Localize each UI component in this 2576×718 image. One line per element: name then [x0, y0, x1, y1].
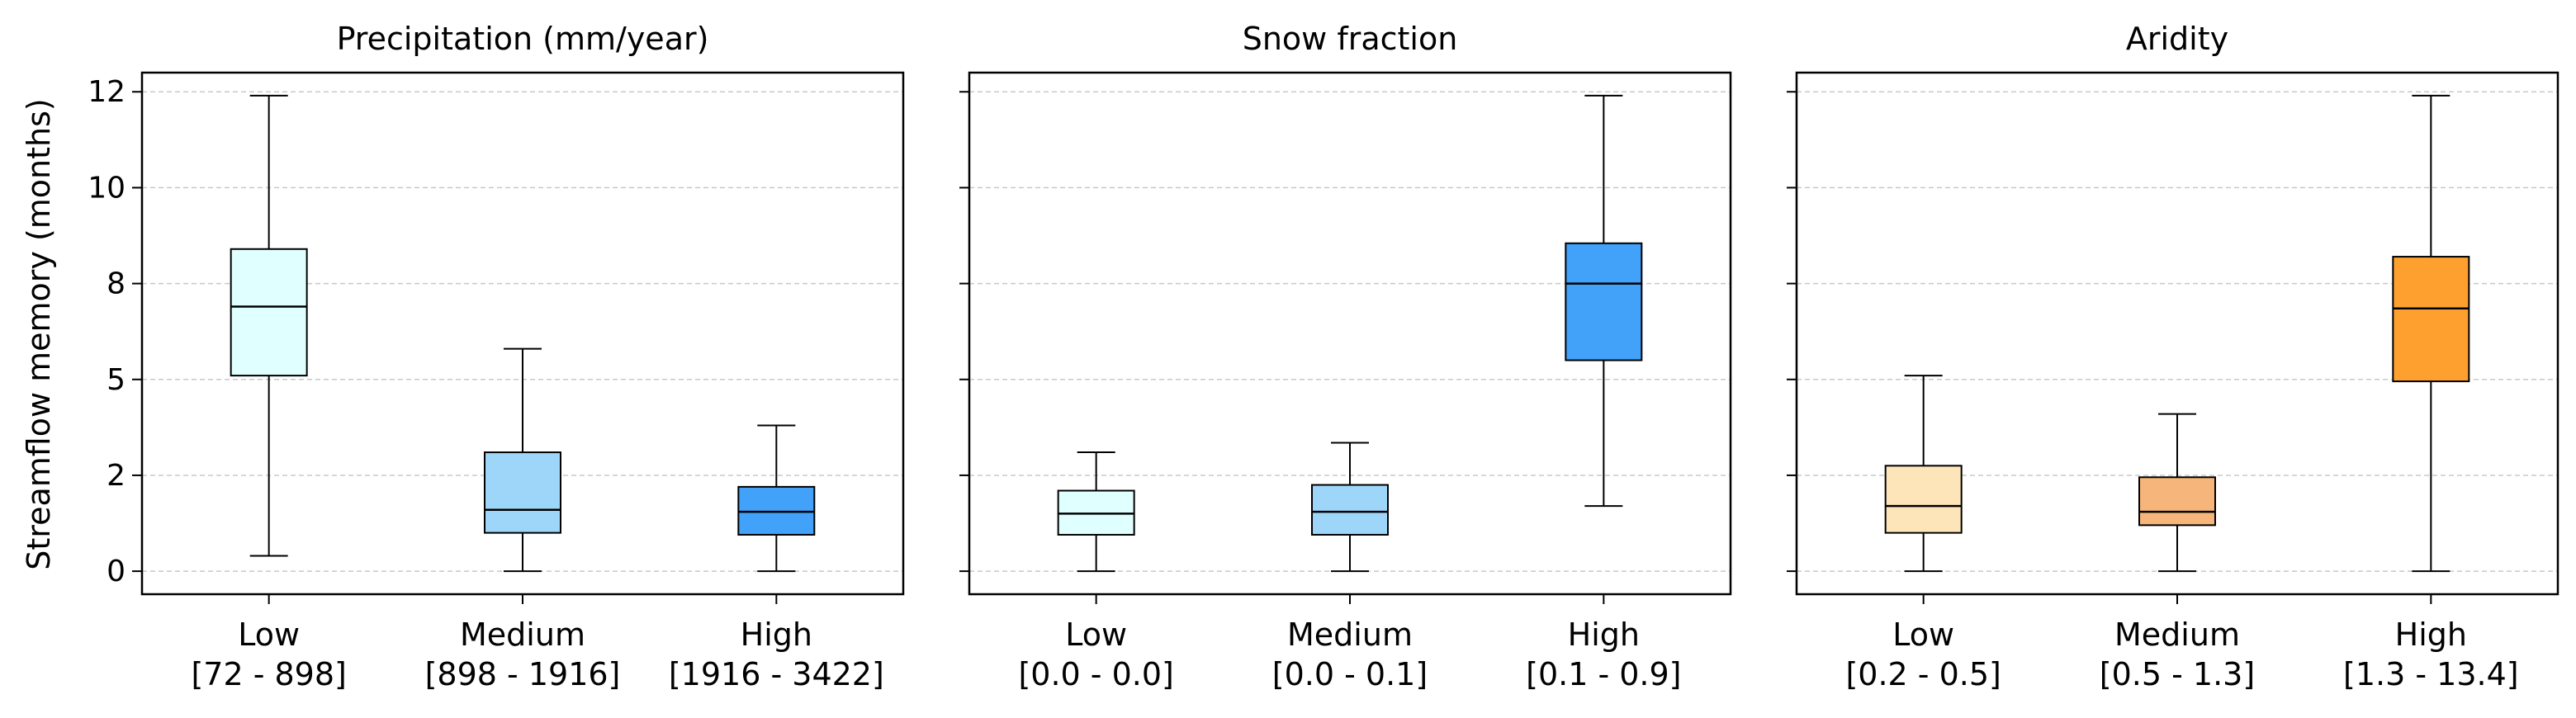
y-tick-label: 10 [88, 171, 125, 205]
x-tick-label: Medium [1287, 616, 1413, 653]
x-tick-range-label: [0.5 - 1.3] [2100, 656, 2255, 692]
iqr-box [230, 248, 308, 377]
axes-frame [968, 71, 1732, 596]
x-tick-label: Medium [460, 616, 585, 653]
x-tick-range-label: [898 - 1916] [425, 656, 621, 692]
x-tick-range-label: [1916 - 3422] [669, 656, 884, 692]
x-tick-label: High [1568, 616, 1640, 653]
y-axis-label: Streamflow memory (months) [21, 98, 57, 569]
x-tick-label: High [2395, 616, 2467, 653]
box-high: High[1916 - 3422] [669, 424, 884, 692]
x-tick-range-label: [72 - 898] [191, 656, 346, 692]
axes-frame [1795, 71, 2559, 596]
x-tick-range-label: [1.3 - 13.4] [2343, 656, 2519, 692]
iqr-box [1311, 484, 1389, 536]
box-medium: Medium[898 - 1916] [425, 347, 621, 692]
box-medium: Medium[0.5 - 1.3] [2100, 413, 2255, 692]
x-tick-label: Medium [2114, 616, 2240, 653]
x-tick-range-label: [0.2 - 0.5] [1845, 656, 2001, 692]
iqr-box [2138, 476, 2216, 527]
box-low: Low[0.2 - 0.5] [1845, 375, 2001, 692]
box-medium: Medium[0.0 - 0.1] [1272, 442, 1428, 692]
panel-title: Precipitation (mm/year) [337, 21, 709, 57]
box-low: Low[72 - 898] [191, 94, 347, 692]
x-tick-label: High [741, 616, 812, 653]
y-tick-label: 5 [107, 363, 125, 397]
x-tick-label: Low [1892, 616, 1954, 653]
iqr-box [1884, 465, 1963, 534]
y-tick-label: 12 [88, 75, 125, 109]
iqr-box [1565, 242, 1643, 361]
iqr-box [484, 451, 561, 534]
panel-3: Aridity Low[0.2 - 0.5] Medium[0.5 - 1.3] Hi… [1787, 21, 2559, 692]
y-tick-label: 2 [107, 459, 125, 493]
panel-title: Aridity [2126, 21, 2228, 57]
box-low: Low[0.0 - 0.0] [1018, 451, 1174, 692]
box-high: High[0.1 - 0.9] [1526, 94, 1682, 692]
axes-frame [140, 71, 905, 596]
y-tick-label: 0 [107, 555, 125, 588]
panel-title: Snow fraction [1243, 21, 1458, 57]
x-tick-label: Low [238, 616, 300, 653]
iqr-box [2392, 256, 2470, 383]
x-tick-label: Low [1065, 616, 1127, 653]
panel-1: 0 2 5 8 10 12 Precipitation (mm/year) Low[72 - … [88, 21, 905, 692]
box-high: High[1.3 - 13.4] [2343, 94, 2519, 692]
x-tick-range-label: [0.0 - 0.1] [1272, 656, 1428, 692]
y-tick-label: 8 [107, 267, 125, 301]
x-tick-range-label: [0.1 - 0.9] [1526, 656, 1681, 692]
x-tick-range-label: [0.0 - 0.0] [1018, 656, 1173, 692]
